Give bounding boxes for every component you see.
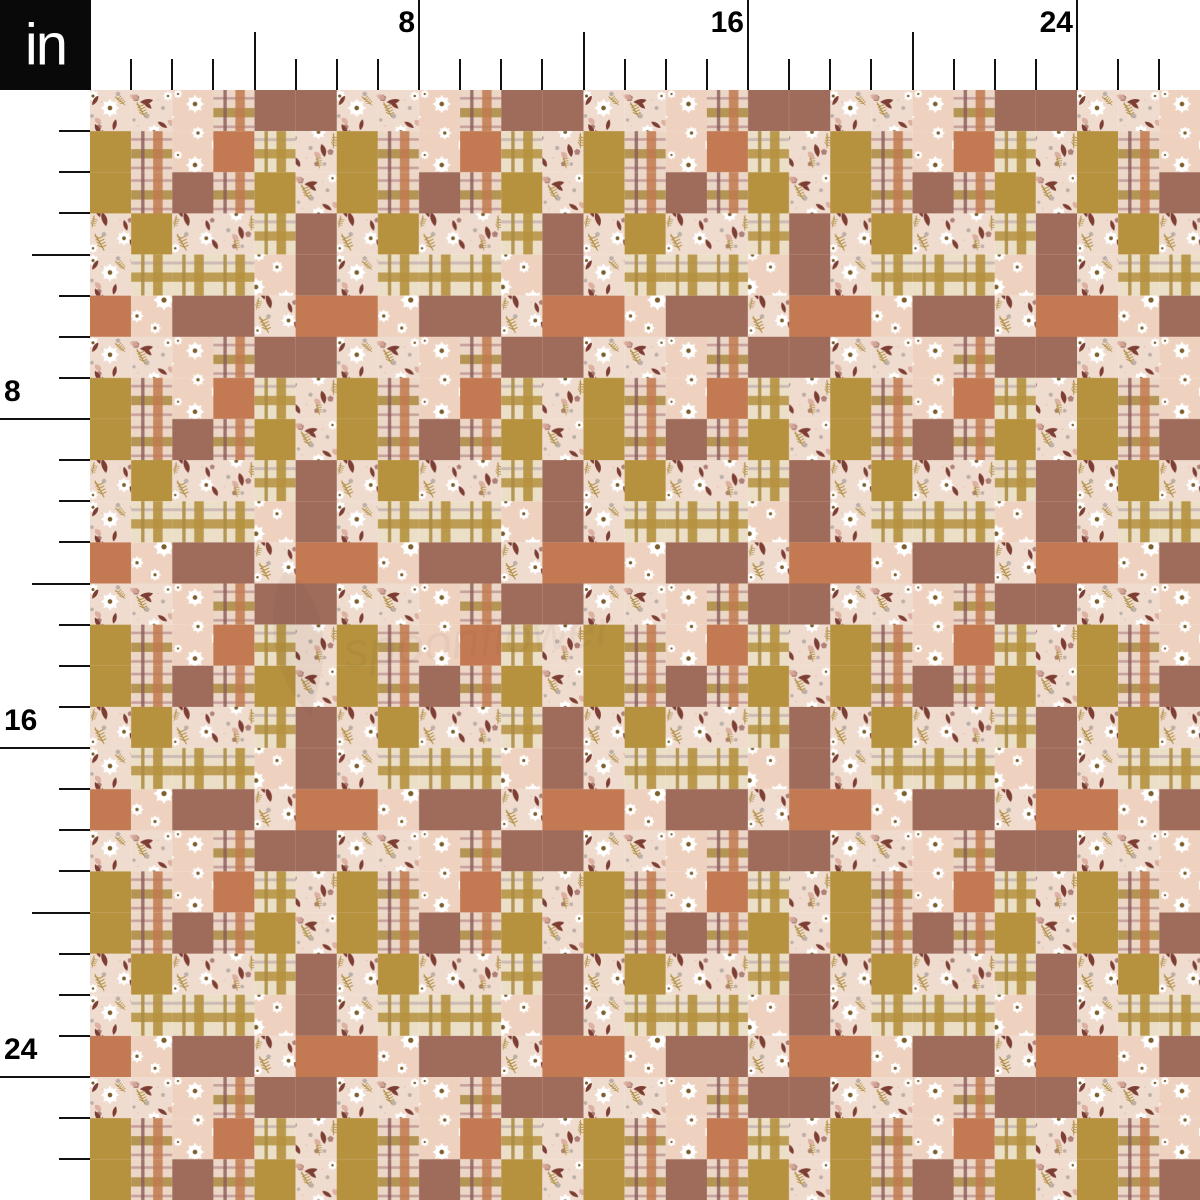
svg-text:spoonflower: spoonflower (341, 599, 617, 678)
